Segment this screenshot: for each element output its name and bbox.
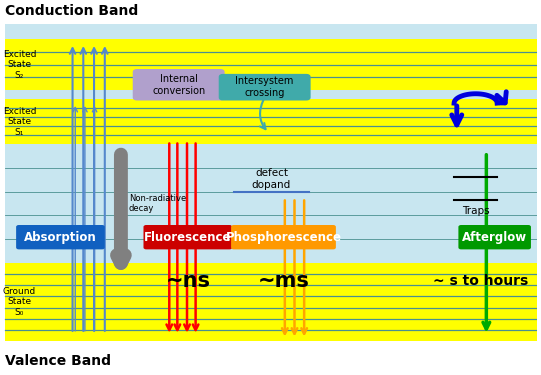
Text: Ground
State
S₀: Ground State S₀ [3,287,36,317]
Text: Internal
conversion: Internal conversion [152,74,206,96]
Text: Absorption: Absorption [24,231,97,244]
Text: Excited
State
S₂: Excited State S₂ [3,50,36,80]
Text: ~ s to hours: ~ s to hours [433,274,529,288]
Bar [5,39,537,90]
FancyBboxPatch shape [231,225,336,249]
Text: Valence Band: Valence Band [5,354,111,368]
Text: Afterglow: Afterglow [462,231,527,244]
Text: Fluorescence: Fluorescence [144,231,232,244]
Bar [5,99,537,144]
FancyBboxPatch shape [458,225,531,249]
FancyBboxPatch shape [219,74,311,100]
Text: ~ns: ~ns [166,271,210,291]
Text: Conduction Band: Conduction Band [5,4,138,18]
Bar [5,262,537,341]
FancyBboxPatch shape [16,225,105,249]
Text: ~ms: ~ms [258,271,309,291]
Text: Phosphorescence: Phosphorescence [226,231,341,244]
Text: Non-radiative
decay: Non-radiative decay [129,194,186,213]
Text: Traps: Traps [462,206,490,216]
FancyBboxPatch shape [143,225,232,249]
Text: defect
dopand: defect dopand [252,168,291,190]
Bar [5,24,537,341]
FancyBboxPatch shape [133,69,225,100]
Text: Intersystem
crossing: Intersystem crossing [235,76,294,98]
Text: Excited
State
S₁: Excited State S₁ [3,107,36,137]
